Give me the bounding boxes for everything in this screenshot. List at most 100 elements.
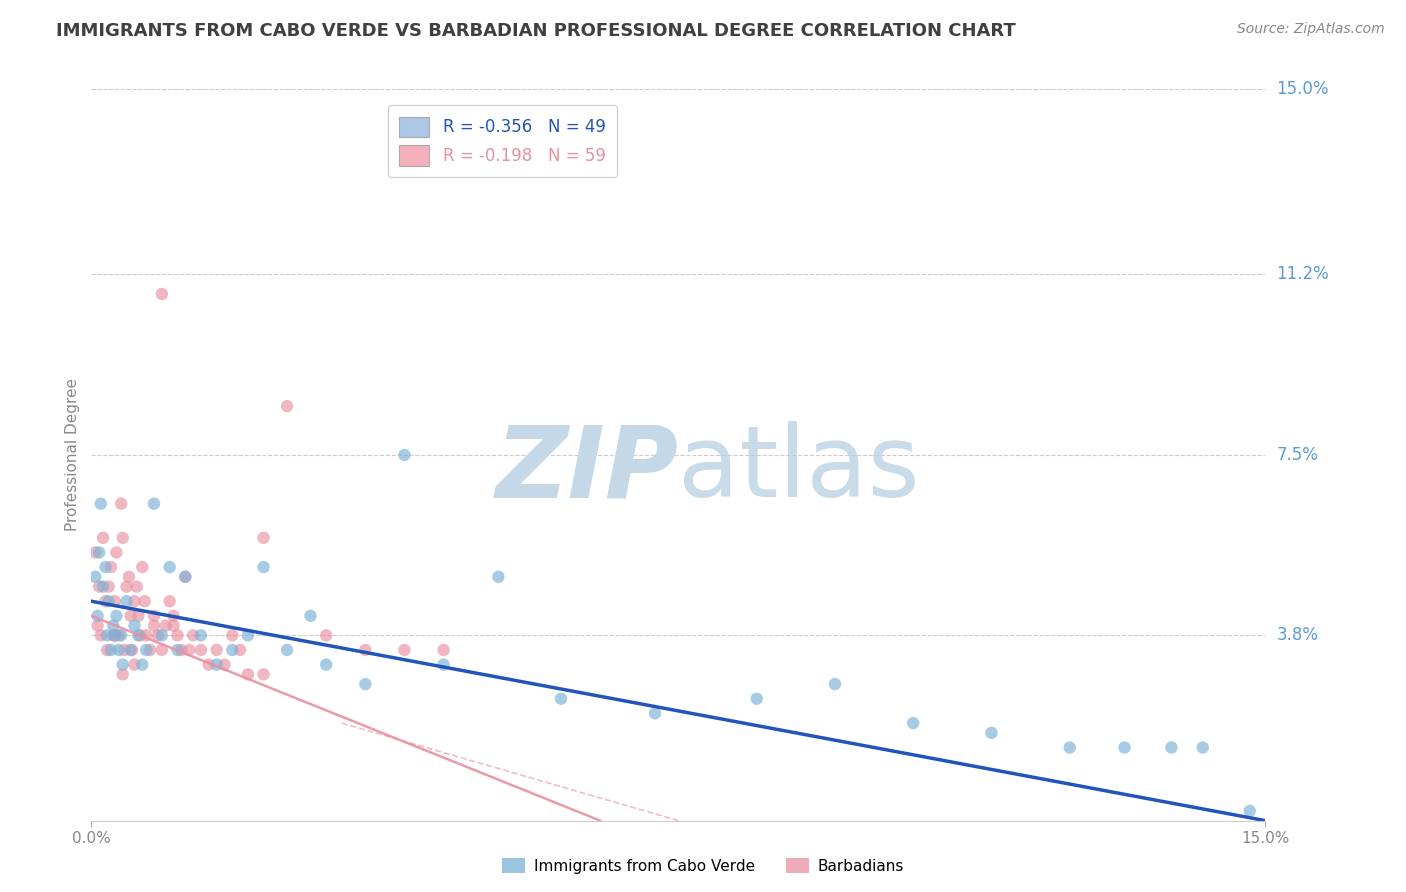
Text: 11.2%: 11.2% — [1277, 266, 1329, 284]
Point — [104, 594, 127, 608]
Point — [205, 657, 228, 672]
Point — [143, 618, 166, 632]
Legend: Immigrants from Cabo Verde, Barbadians: Immigrants from Cabo Verde, Barbadians — [496, 852, 910, 880]
Text: ZIP: ZIP — [495, 421, 678, 518]
Point — [111, 667, 134, 681]
Point — [229, 643, 252, 657]
Point — [150, 628, 173, 642]
Point — [432, 643, 454, 657]
Point — [315, 657, 337, 672]
Point — [166, 628, 188, 642]
Point — [100, 643, 122, 657]
Point — [104, 628, 127, 642]
Point — [143, 497, 166, 511]
Point — [124, 594, 146, 608]
Point — [104, 628, 127, 642]
Point — [91, 531, 114, 545]
Point — [84, 545, 107, 559]
Point — [181, 628, 204, 642]
Point — [90, 497, 112, 511]
Point — [354, 677, 377, 691]
Text: 15.0%: 15.0% — [1277, 80, 1329, 98]
Point — [252, 531, 274, 545]
Point — [745, 691, 768, 706]
Point — [276, 399, 298, 413]
Point — [96, 628, 118, 642]
Point — [97, 580, 120, 594]
Text: atlas: atlas — [678, 421, 920, 518]
Point — [1160, 740, 1182, 755]
Point — [110, 628, 132, 642]
Point — [150, 287, 173, 301]
Point — [214, 657, 236, 672]
Point — [120, 608, 142, 623]
Point — [190, 628, 212, 642]
Point — [111, 657, 134, 672]
Point — [118, 570, 141, 584]
Point — [96, 643, 118, 657]
Point — [103, 618, 125, 632]
Point — [115, 594, 138, 608]
Point — [107, 643, 129, 657]
Point — [94, 594, 117, 608]
Point — [97, 594, 120, 608]
Point — [174, 570, 197, 584]
Point — [120, 643, 142, 657]
Point — [197, 657, 219, 672]
Point — [131, 560, 153, 574]
Point — [315, 628, 337, 642]
Point — [127, 628, 149, 642]
Point — [125, 580, 148, 594]
Point — [115, 580, 138, 594]
Text: IMMIGRANTS FROM CABO VERDE VS BARBADIAN PROFESSIONAL DEGREE CORRELATION CHART: IMMIGRANTS FROM CABO VERDE VS BARBADIAN … — [56, 22, 1017, 40]
Point — [103, 628, 125, 642]
Point — [146, 628, 169, 642]
Point — [135, 643, 157, 657]
Point — [162, 608, 184, 623]
Point — [299, 608, 322, 623]
Point — [107, 628, 129, 642]
Point — [127, 608, 149, 623]
Legend: R = -0.356   N = 49, R = -0.198   N = 59: R = -0.356 N = 49, R = -0.198 N = 59 — [388, 105, 617, 178]
Text: 7.5%: 7.5% — [1277, 446, 1319, 464]
Point — [105, 545, 128, 559]
Point — [110, 497, 132, 511]
Point — [155, 618, 177, 632]
Point — [252, 667, 274, 681]
Point — [174, 570, 197, 584]
Point — [89, 545, 111, 559]
Point — [1239, 804, 1261, 818]
Point — [86, 608, 108, 623]
Point — [143, 608, 166, 623]
Point — [644, 706, 666, 721]
Text: 3.8%: 3.8% — [1277, 626, 1319, 644]
Point — [131, 657, 153, 672]
Point — [139, 643, 162, 657]
Point — [170, 643, 193, 657]
Point — [112, 643, 135, 657]
Point — [221, 643, 243, 657]
Point — [166, 643, 188, 657]
Point — [190, 643, 212, 657]
Text: Source: ZipAtlas.com: Source: ZipAtlas.com — [1237, 22, 1385, 37]
Point — [159, 560, 181, 574]
Point — [221, 628, 243, 642]
Point — [486, 570, 509, 584]
Point — [1059, 740, 1081, 755]
Point — [901, 716, 924, 731]
Point — [179, 643, 201, 657]
Point — [252, 560, 274, 574]
Point — [394, 643, 416, 657]
Point — [236, 628, 259, 642]
Point — [134, 594, 156, 608]
Point — [91, 580, 114, 594]
Point — [162, 618, 184, 632]
Point — [124, 657, 146, 672]
Point — [159, 594, 181, 608]
Point — [100, 560, 122, 574]
Point — [86, 618, 108, 632]
Point — [205, 643, 228, 657]
Point — [124, 618, 146, 632]
Point — [89, 580, 111, 594]
Point — [276, 643, 298, 657]
